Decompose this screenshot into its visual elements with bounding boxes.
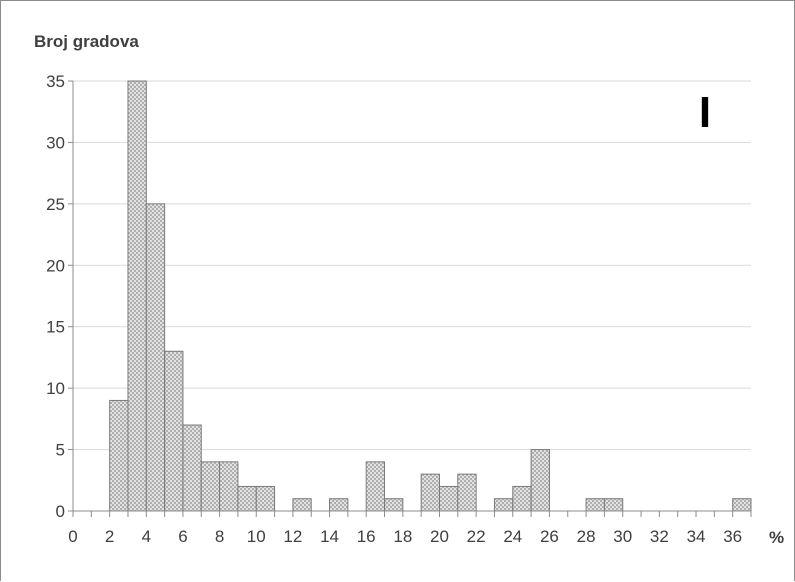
histogram-bar <box>237 485 257 512</box>
histogram-bar <box>420 473 440 512</box>
histogram-bar <box>109 399 129 512</box>
x-tick-label: 0 <box>68 527 77 546</box>
x-tick-label: 34 <box>687 527 706 546</box>
y-tick-label: 0 <box>56 502 65 521</box>
histogram-bar <box>164 350 184 512</box>
x-tick-label: 18 <box>393 527 412 546</box>
histogram-bar <box>585 498 605 512</box>
y-tick-label: 20 <box>46 256 65 275</box>
histogram-bar <box>530 449 550 512</box>
histogram-bar <box>438 485 459 512</box>
x-tick-label: 12 <box>283 527 302 546</box>
x-tick-label: 24 <box>503 527 522 546</box>
histogram-bar <box>219 461 239 512</box>
histogram-bar <box>384 498 404 512</box>
panel-label: I <box>699 88 711 137</box>
x-tick-label: 26 <box>540 527 559 546</box>
histogram-bar <box>145 203 166 512</box>
x-tick-label: 2 <box>105 527 114 546</box>
x-tick-label: 6 <box>178 527 187 546</box>
histogram-bar <box>329 498 349 512</box>
histogram-bar <box>200 461 221 512</box>
y-tick-label: 15 <box>46 318 65 337</box>
y-tick-label: 35 <box>46 72 65 91</box>
histogram-bar <box>732 498 752 512</box>
histogram-bar <box>512 485 532 512</box>
histogram-bar <box>182 424 202 512</box>
x-tick-label: 28 <box>577 527 596 546</box>
histogram-bar <box>365 461 386 512</box>
x-tick-label: 8 <box>215 527 224 546</box>
histogram-bar <box>127 80 147 512</box>
x-tick-label: 22 <box>467 527 486 546</box>
y-tick-label: 5 <box>56 441 65 460</box>
axes <box>68 80 752 517</box>
gridlines <box>73 80 751 451</box>
x-tick-label: 14 <box>320 527 339 546</box>
histogram-bar <box>493 498 514 512</box>
histogram-bar <box>457 473 477 512</box>
histogram-bar <box>603 498 624 512</box>
x-axis-unit-label: % <box>769 528 784 547</box>
y-tick-label: 25 <box>46 195 65 214</box>
x-tick-label: 16 <box>357 527 376 546</box>
x-tick-label: 30 <box>613 527 632 546</box>
chart-title: Broj gradova <box>34 32 139 51</box>
histogram-bar <box>292 498 312 512</box>
histogram-bar <box>255 485 276 512</box>
x-tick-label: 36 <box>723 527 742 546</box>
y-tick-label: 30 <box>46 133 65 152</box>
y-tick-label: 10 <box>46 379 65 398</box>
bars <box>109 80 752 512</box>
x-tick-label: 10 <box>247 527 266 546</box>
x-tick-label: 20 <box>430 527 449 546</box>
x-tick-label: 32 <box>650 527 669 546</box>
x-tick-label: 4 <box>142 527 151 546</box>
